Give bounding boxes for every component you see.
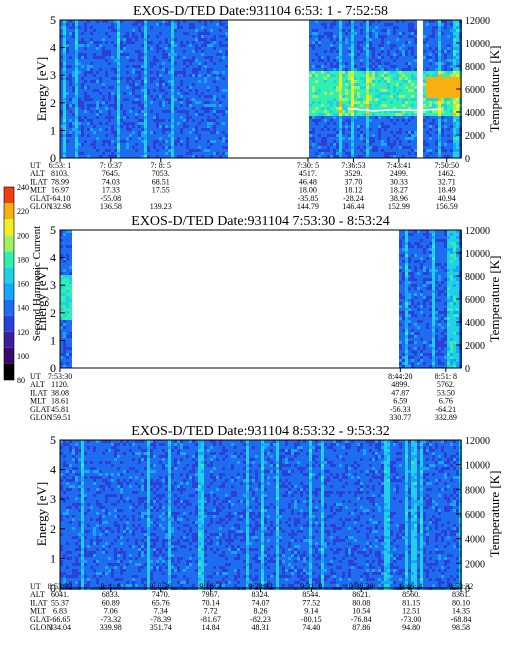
spectrogram xyxy=(60,230,462,368)
colorbar-segment xyxy=(4,284,14,300)
ytick-right-label: 2000 xyxy=(465,131,485,142)
panel-title: EXOS-D/TED Date:931104 6:53: 1 - 7:52:58 xyxy=(133,4,388,19)
panel-title: EXOS-D/TED Date:931104 8:53:32 - 9:53:32 xyxy=(131,424,389,439)
ytick-right-label: 2000 xyxy=(465,559,485,570)
colorbar-label: Second Harmonic Current xyxy=(31,226,43,341)
orbit-cell: 159.51 xyxy=(49,413,71,422)
ytick-label: 2 xyxy=(50,96,56,110)
ytick-label: 5 xyxy=(50,13,56,27)
spectrogram xyxy=(60,20,462,158)
ylabel-right: Temperature [K] xyxy=(487,256,502,343)
colorbar-segment xyxy=(4,364,14,380)
ytick-right-label: 4000 xyxy=(465,108,485,119)
ytick-label: 2 xyxy=(50,522,56,536)
ytick-label: 3 xyxy=(50,68,56,82)
ytick-right-label: 0 xyxy=(465,364,470,375)
colorbar-tick: 140 xyxy=(17,304,29,313)
colorbar-tick: 160 xyxy=(17,280,29,289)
spectrogram xyxy=(60,440,462,590)
ytick-right-label: 4000 xyxy=(465,535,485,546)
colorbar-tick: 120 xyxy=(17,328,29,337)
colorbar-segment xyxy=(4,316,14,332)
ytick-label: 4 xyxy=(50,463,56,477)
ylabel-right: Temperature [K] xyxy=(487,46,502,133)
orbit-cell: 152.99 xyxy=(388,202,410,211)
colorbar-tick: 220 xyxy=(17,207,29,216)
colorbar-segment xyxy=(4,332,14,348)
colorbar-tick: 180 xyxy=(17,255,29,264)
orbit-cell: 156.59 xyxy=(436,202,458,211)
ytick-right-label: 6000 xyxy=(465,85,485,96)
colorbar-segment xyxy=(4,219,14,235)
colorbar-segment xyxy=(4,251,14,267)
ytick-label: 1 xyxy=(50,333,56,347)
orbit-cell: 139.23 xyxy=(150,202,172,211)
panel-title: EXOS-D/TED Date:931104 7:53:30 - 8:53:24 xyxy=(131,214,389,229)
orbit-cell: 14.84 xyxy=(202,623,220,632)
ytick-right-label: 12000 xyxy=(465,16,490,27)
orbit-cell: 74.40 xyxy=(302,623,320,632)
colorbar-segment xyxy=(4,348,14,364)
ytick-right-label: 0 xyxy=(465,154,470,165)
colorbar-segment xyxy=(4,267,14,283)
ylabel-right: Temperature [K] xyxy=(487,471,502,558)
ytick-right-label: 8000 xyxy=(465,62,485,73)
ytick-right-label: 8000 xyxy=(465,485,485,496)
orbit-cell: 94.80 xyxy=(402,623,420,632)
ytick-label: 3 xyxy=(50,492,56,506)
orbit-cell: 330.77 xyxy=(389,413,411,422)
ytick-label: 4 xyxy=(50,251,56,265)
colorbar-tick: 100 xyxy=(17,352,29,361)
colorbar-tick: 80 xyxy=(17,376,25,385)
ytick-right-label: 10000 xyxy=(465,461,490,472)
orbit-cell: 132.98 xyxy=(49,202,71,211)
ytick-right-label: 6000 xyxy=(465,510,485,521)
panel-1: EXOS-D/TED Date:931104 6:53: 1 - 7:52:58… xyxy=(30,4,502,211)
orbit-cell: 339.98 xyxy=(100,623,122,632)
ytick-right-label: 8000 xyxy=(465,272,485,283)
colorbar-segment xyxy=(4,187,14,203)
orbit-cell: 144.79 xyxy=(297,202,319,211)
ytick-label: 2 xyxy=(50,306,56,320)
ytick-label: 1 xyxy=(50,551,56,565)
orbit-cell: 17.55 xyxy=(152,186,170,195)
orbit-cell: 136.58 xyxy=(100,202,122,211)
ytick-label: 5 xyxy=(50,223,56,237)
colorbar: 80 100 120 140 160 180 200 220 240 Second Harmoni… xyxy=(4,183,43,385)
orbit-cell: 334.04 xyxy=(49,623,71,632)
colorbar-segment xyxy=(4,300,14,316)
colorbar-segment xyxy=(4,203,14,219)
ylabel: Energy [eV] xyxy=(34,482,49,546)
ytick-label: 4 xyxy=(50,41,56,55)
orbit-table: UTALTILATMLTGLATGLON7:53:301120.38.0818.… xyxy=(30,368,457,422)
colorbar-segment xyxy=(4,235,14,251)
ylabel: Energy [eV] xyxy=(34,57,49,121)
colorbar-tick: 200 xyxy=(17,231,29,240)
orbit-cell: 87.86 xyxy=(352,623,370,632)
panel-2: EXOS-D/TED Date:931104 7:53:30 - 8:53:24… xyxy=(30,214,502,422)
ytick-label: 3 xyxy=(50,278,56,292)
orbit-cell: 98.58 xyxy=(452,623,470,632)
ytick-label: 5 xyxy=(50,433,56,447)
ytick-right-label: 12000 xyxy=(465,436,490,447)
ytick-right-label: 6000 xyxy=(465,295,485,306)
panel-3: EXOS-D/TED Date:931104 8:53:32 - 9:53:32… xyxy=(30,424,502,632)
orbit-cell: 332.89 xyxy=(435,413,457,422)
orbit-cell: 48.31 xyxy=(252,623,270,632)
ytick-right-label: 12000 xyxy=(465,226,490,237)
orbit-cell: 351.74 xyxy=(150,623,172,632)
ytick-right-label: 4000 xyxy=(465,318,485,329)
ytick-label: 1 xyxy=(50,123,56,137)
orbit-cell: 146.44 xyxy=(342,202,364,211)
ytick-right-label: 2000 xyxy=(465,341,485,352)
colorbar-tick: 240 xyxy=(17,183,29,192)
